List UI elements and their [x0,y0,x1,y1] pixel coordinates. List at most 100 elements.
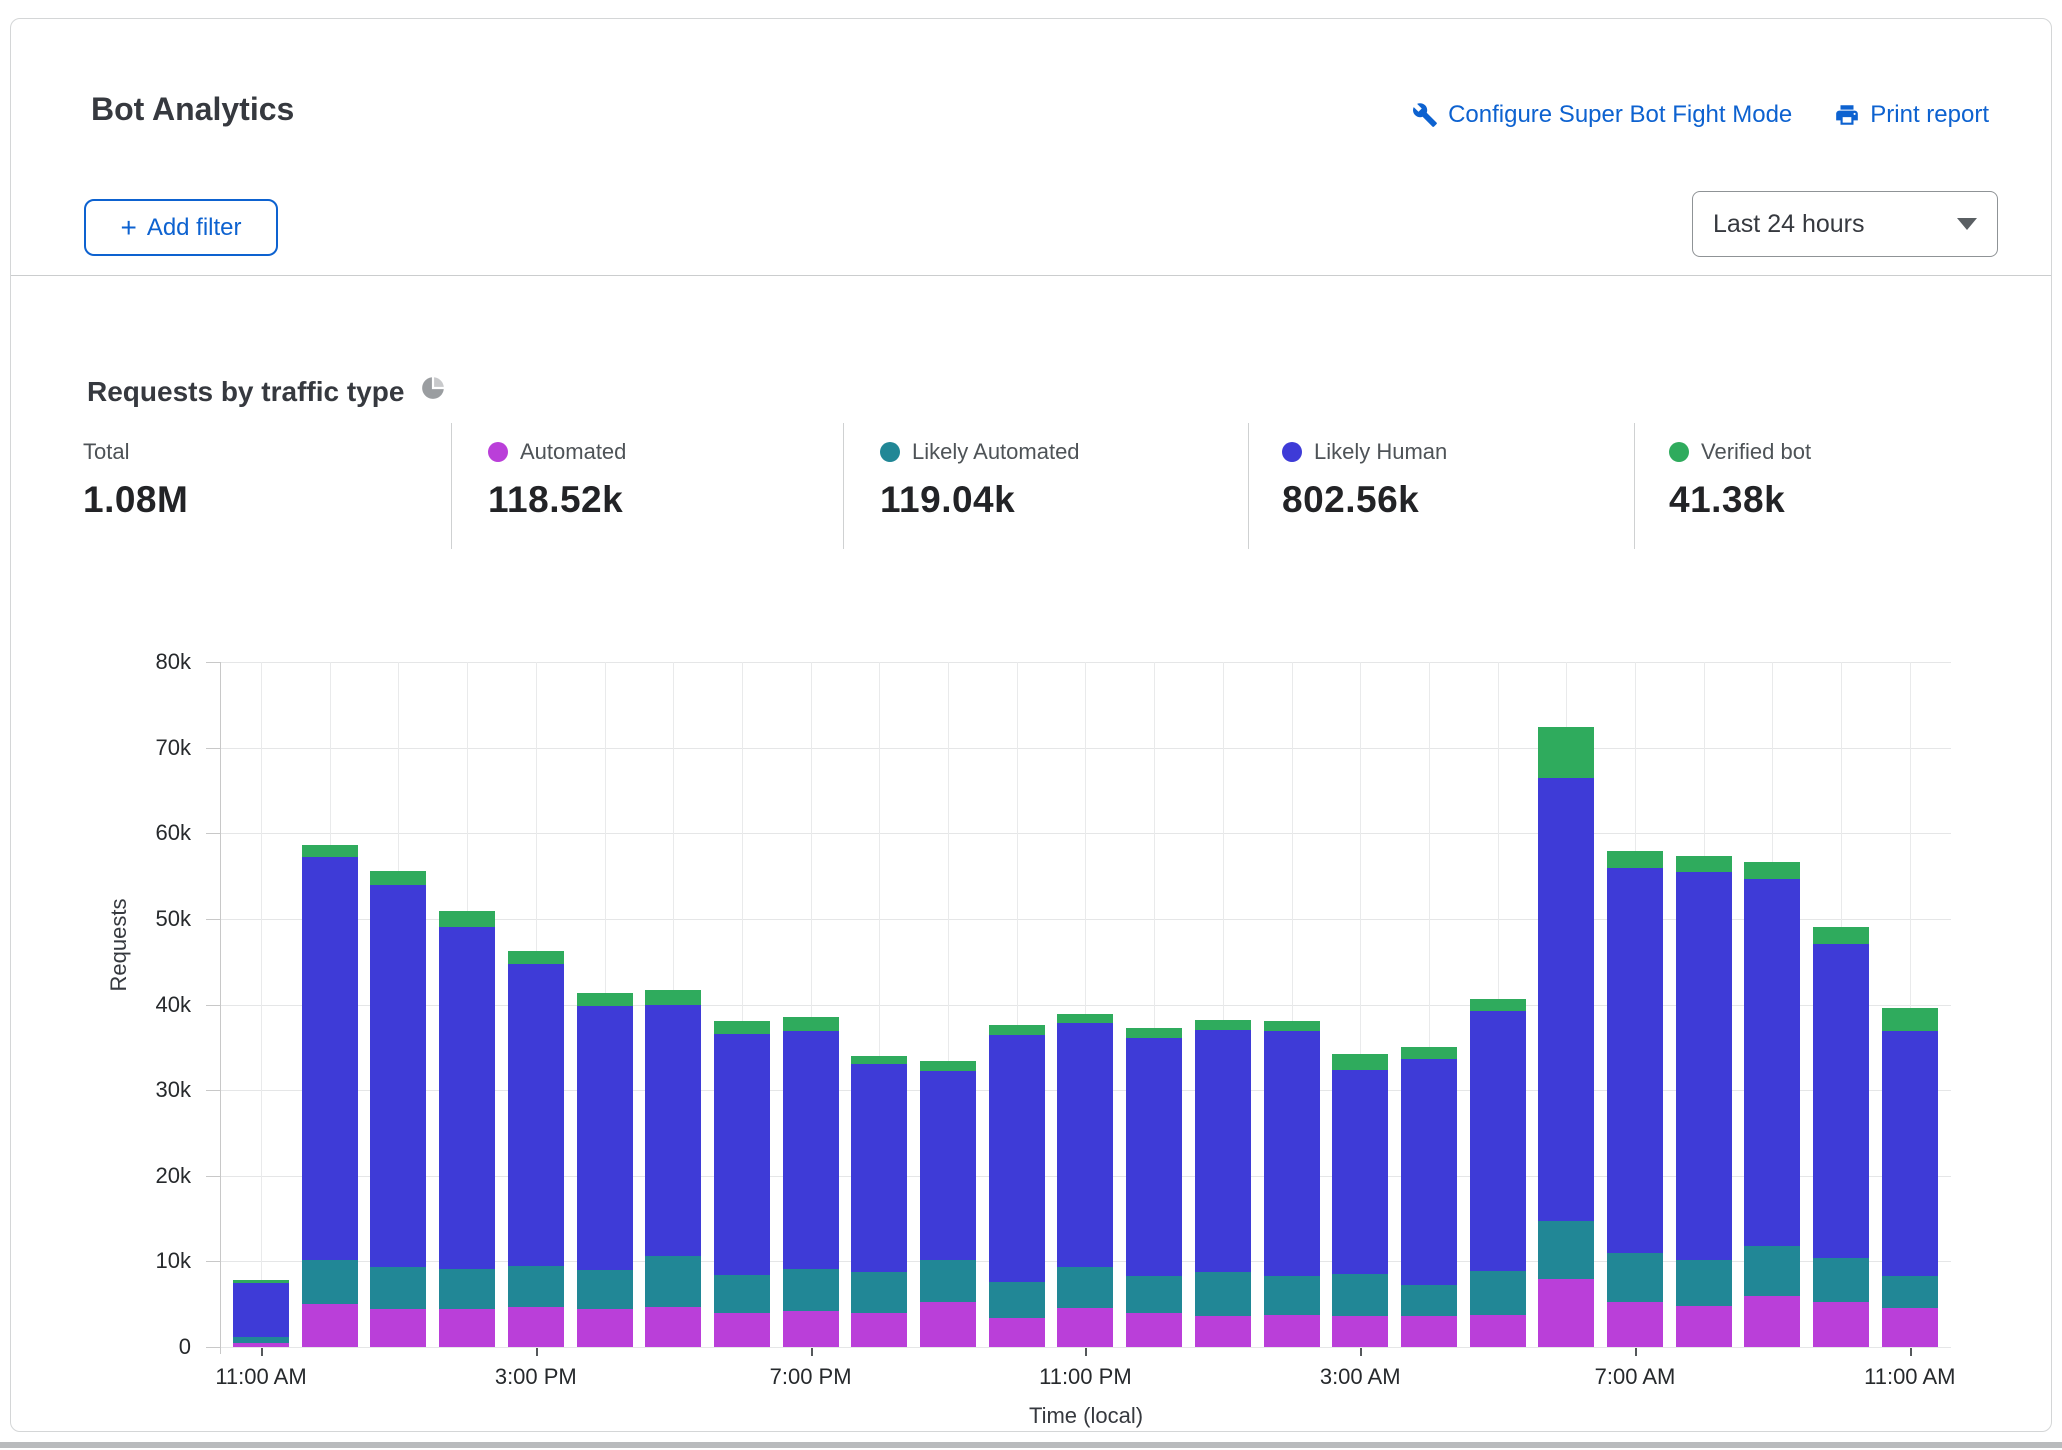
bar-segment-verified-bot[interactable] [301,845,358,858]
bar-segment-likely-automated[interactable] [1332,1274,1389,1317]
bar-segment-likely-human[interactable] [1057,1023,1114,1268]
bar-10-00-pm[interactable] [988,662,1045,1347]
bar-segment-automated[interactable] [713,1312,770,1347]
bar-segment-automated[interactable] [233,1342,289,1347]
stat-automated[interactable]: Automated 118.52k [488,439,626,521]
bar-segment-verified-bot[interactable] [1400,1047,1457,1060]
bar-segment-likely-human[interactable] [851,1064,908,1272]
bar-segment-automated[interactable] [988,1317,1045,1347]
bar-segment-likely-automated[interactable] [1744,1245,1801,1297]
bar-segment-likely-automated[interactable] [1057,1267,1114,1308]
bar-segment-likely-automated[interactable] [782,1269,839,1312]
bar-segment-automated[interactable] [920,1302,976,1347]
bar-segment-verified-bot[interactable] [576,993,633,1007]
bar-segment-automated[interactable] [1263,1315,1320,1347]
bar-1-00-am[interactable] [1194,662,1251,1347]
bar-segment-verified-bot[interactable] [507,951,564,965]
bar-segment-likely-human[interactable] [1469,1010,1526,1271]
bar-segment-likely-automated[interactable] [439,1269,496,1310]
bar-segment-verified-bot[interactable] [1538,727,1595,778]
bar-segment-likely-automated[interactable] [1194,1271,1251,1317]
bar-3-00-am[interactable] [1332,662,1389,1347]
bar-segment-likely-human[interactable] [1263,1031,1320,1276]
bar-segment-verified-bot[interactable] [1469,999,1526,1011]
bar-segment-verified-bot[interactable] [1881,1007,1938,1032]
bar-segment-likely-automated[interactable] [1881,1275,1938,1308]
bar-segment-verified-bot[interactable] [920,1061,976,1072]
bar-segment-likely-human[interactable] [1332,1070,1389,1275]
bar-segment-automated[interactable] [301,1304,358,1347]
bar-segment-verified-bot[interactable] [782,1016,839,1032]
bar-segment-verified-bot[interactable] [645,989,702,1005]
bar-segment-automated[interactable] [782,1311,839,1347]
bar-segment-verified-bot[interactable] [713,1020,770,1034]
bar-segment-likely-automated[interactable] [988,1281,1045,1318]
bar-segment-verified-bot[interactable] [1813,927,1870,944]
bar-5-00-am[interactable] [1469,662,1526,1347]
bar-10-00-am[interactable] [1813,662,1870,1347]
bar-segment-likely-automated[interactable] [507,1265,564,1307]
bar-segment-likely-automated[interactable] [576,1269,633,1310]
bar-segment-verified-bot[interactable] [1675,855,1732,872]
bar-segment-likely-human[interactable] [1744,878,1801,1246]
bar-segment-verified-bot[interactable] [439,911,496,927]
bar-segment-verified-bot[interactable] [851,1055,908,1065]
bar-4-00-pm[interactable] [576,662,633,1347]
time-range-dropdown[interactable]: Last 24 hours [1692,191,1998,257]
bar-segment-likely-human[interactable] [1881,1031,1938,1276]
bar-segment-likely-automated[interactable] [1538,1221,1595,1279]
stat-likely-automated[interactable]: Likely Automated 119.04k [880,439,1080,521]
bar-segment-verified-bot[interactable] [370,870,427,885]
bar-segment-likely-automated[interactable] [713,1275,770,1313]
bar-segment-automated[interactable] [439,1309,496,1347]
bar-segment-automated[interactable] [1057,1307,1114,1347]
bar-segment-likely-automated[interactable] [851,1271,908,1313]
bar-segment-verified-bot[interactable] [1057,1013,1114,1024]
stat-verified-bot[interactable]: Verified bot 41.38k [1669,439,1811,521]
bar-segment-likely-human[interactable] [1607,867,1663,1253]
bar-segment-likely-human[interactable] [920,1071,976,1260]
bar-8-00-am[interactable] [1675,662,1732,1347]
bar-12-00-am[interactable] [1126,662,1183,1347]
bar-2-00-pm[interactable] [439,662,496,1347]
bar-segment-likely-human[interactable] [1813,943,1870,1258]
bar-segment-likely-human[interactable] [1400,1059,1457,1286]
bar-segment-automated[interactable] [1469,1315,1526,1347]
bar-12-00-pm[interactable] [301,662,358,1347]
bar-segment-likely-human[interactable] [988,1035,1045,1282]
bar-segment-automated[interactable] [370,1309,427,1347]
bar-4-00-am[interactable] [1400,662,1457,1347]
bar-segment-likely-human[interactable] [782,1031,839,1270]
bar-segment-likely-human[interactable] [370,884,427,1267]
bar-1-00-pm[interactable] [370,662,427,1347]
bar-9-00-am[interactable] [1744,662,1801,1347]
bar-segment-verified-bot[interactable] [1194,1019,1251,1031]
bar-segment-verified-bot[interactable] [233,1280,289,1283]
bar-segment-automated[interactable] [1675,1305,1732,1347]
bar-segment-automated[interactable] [1607,1301,1663,1347]
configure-super-bot-fight-mode-link[interactable]: Configure Super Bot Fight Mode [1412,101,1792,129]
bar-segment-likely-human[interactable] [645,1004,702,1257]
bar-segment-likely-automated[interactable] [1263,1275,1320,1316]
bar-11-00-am[interactable] [233,662,289,1347]
bar-segment-likely-automated[interactable] [233,1336,289,1343]
bar-segment-likely-automated[interactable] [1675,1259,1732,1306]
bar-segment-likely-automated[interactable] [301,1259,358,1305]
bar-segment-automated[interactable] [851,1312,908,1347]
bar-segment-automated[interactable] [1881,1307,1938,1347]
bar-5-00-pm[interactable] [645,662,702,1347]
bar-segment-likely-human[interactable] [507,964,564,1266]
bar-segment-likely-human[interactable] [1538,777,1595,1222]
bar-segment-automated[interactable] [576,1309,633,1347]
bar-segment-likely-automated[interactable] [1126,1275,1183,1313]
bar-8-00-pm[interactable] [851,662,908,1347]
bar-segment-likely-automated[interactable] [1813,1257,1870,1302]
bar-segment-verified-bot[interactable] [1744,861,1801,879]
print-report-link[interactable]: Print report [1834,101,1989,129]
bar-segment-automated[interactable] [1400,1316,1457,1347]
bar-segment-verified-bot[interactable] [1263,1020,1320,1032]
bar-3-00-pm[interactable] [507,662,564,1347]
bar-segment-automated[interactable] [1538,1278,1595,1347]
bar-segment-automated[interactable] [1744,1296,1801,1347]
add-filter-button[interactable]: + Add filter [84,199,278,256]
